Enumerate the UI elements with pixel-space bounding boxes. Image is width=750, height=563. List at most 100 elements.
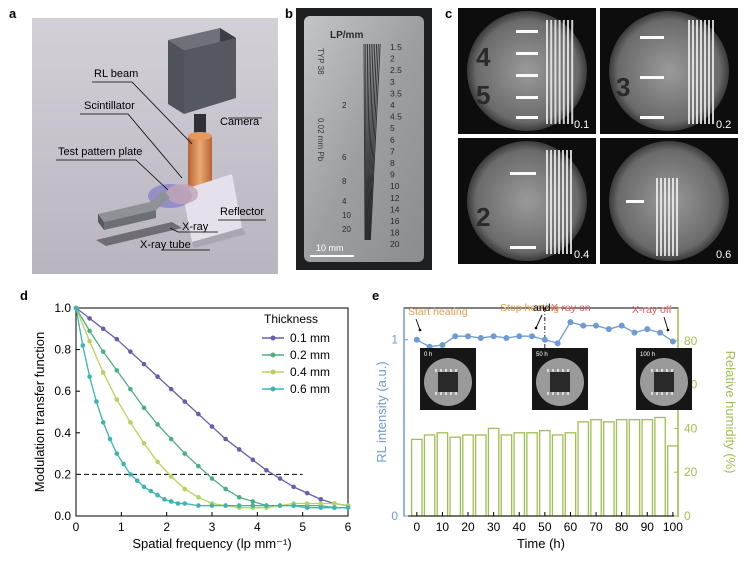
humidity-bar	[462, 434, 474, 517]
line-pair-bar	[368, 43, 378, 241]
data-point	[182, 486, 188, 492]
data-point	[304, 505, 310, 510]
data-point	[209, 424, 215, 429]
ruler-tick	[516, 96, 538, 99]
data-point	[318, 497, 324, 502]
inset-pin	[547, 369, 549, 372]
humidity-bar	[590, 419, 602, 517]
scale-number: 4.5	[390, 112, 402, 122]
x-axis-title: Time (h)	[517, 536, 565, 551]
humidity-bar	[474, 434, 487, 517]
right-tick-label: 0	[684, 509, 691, 523]
line-pair-stripe	[558, 150, 560, 254]
x-tick-label: 1	[118, 520, 125, 534]
label-xray-tube: X-ray tube	[140, 239, 191, 251]
inset-pin	[567, 369, 569, 372]
inset-pin	[666, 392, 668, 395]
camera-lens	[194, 114, 206, 138]
rl-data-point	[541, 336, 548, 343]
label-test-pattern-plate: Test pattern plate	[58, 146, 142, 158]
scale-number: 6	[390, 135, 395, 145]
humidity-bar	[577, 421, 590, 517]
humidity-bar	[538, 429, 551, 517]
inset-pin	[661, 392, 663, 395]
data-point	[141, 361, 147, 367]
inset-pin	[450, 369, 452, 372]
scale-number: 4	[342, 197, 347, 206]
xray-images-grid: 4 5 0.1 3 0.2 2 0.4 0.6	[458, 8, 742, 264]
legend-label: 0.6 mm	[290, 382, 330, 396]
inset-pin	[562, 392, 564, 395]
x-tick-label: 70	[589, 520, 603, 534]
scintillator-disk	[467, 141, 587, 261]
humidity-bar	[564, 432, 577, 517]
data-point	[100, 349, 106, 354]
inset-pin	[651, 369, 653, 372]
humidity-bar	[615, 419, 628, 517]
data-point	[141, 405, 147, 411]
ruler-tick	[510, 246, 536, 249]
humidity-bar	[487, 427, 500, 517]
line-pair-stripe	[558, 20, 561, 124]
data-point	[250, 503, 256, 508]
xray-image-tile: 0.6	[600, 138, 738, 264]
inset-pin	[656, 392, 658, 395]
x-tick-label: 100	[663, 520, 683, 534]
humidity-bar	[513, 432, 526, 517]
data-point	[87, 328, 92, 334]
line-pair-bar	[369, 43, 381, 241]
scale-number: 7	[390, 146, 395, 156]
data-point	[155, 459, 160, 465]
humidity-bar	[667, 445, 679, 517]
line-pair-stripe	[566, 150, 568, 254]
ruler-tick	[516, 74, 538, 77]
thickness-label: 0.6	[716, 249, 731, 261]
inset-time-label: 50 h	[536, 352, 548, 358]
data-point	[236, 494, 242, 500]
inset-pin	[435, 369, 437, 372]
data-point	[168, 499, 174, 504]
ruler-tick	[516, 116, 538, 119]
humidity-bar	[449, 436, 462, 517]
mtf-chart: 0 1 2 3 4 5 6 0.0 0.2 0.4 0.6 0.8 1.0 Spatial frequen…	[32, 301, 352, 551]
data-point	[114, 397, 120, 402]
panel-label-a: a	[9, 6, 17, 21]
x-tick-label: 10	[436, 520, 450, 534]
data-point	[87, 374, 92, 379]
inset-pin	[445, 369, 447, 372]
rl-data-point	[580, 322, 587, 329]
inset-pin	[656, 369, 658, 372]
inset-time-label: 0 h	[424, 352, 432, 358]
scale-number: 14	[390, 204, 400, 214]
data-point	[236, 503, 242, 508]
x-tick-label: 40	[513, 520, 527, 534]
data-point	[155, 422, 160, 427]
ruler-tick	[516, 52, 538, 55]
data-point	[304, 490, 310, 496]
rl-data-point	[631, 329, 638, 336]
inset-pin	[671, 392, 673, 395]
data-point	[250, 499, 256, 504]
humidity-bar	[551, 434, 564, 517]
data-point	[162, 497, 167, 502]
data-point	[277, 476, 283, 481]
x-tick-label: 5	[299, 520, 306, 534]
panel-label-d: d	[20, 288, 28, 303]
line-pair-bar	[366, 43, 372, 241]
data-point	[196, 494, 201, 500]
right-tick-label: 80	[684, 334, 698, 348]
scale-number: 10	[390, 181, 400, 191]
inset-chip	[438, 372, 458, 392]
scale-number: 4	[390, 100, 395, 110]
data-point	[128, 420, 133, 425]
data-point	[94, 399, 99, 404]
rl-data-point	[567, 319, 574, 326]
line-pair-stripe	[550, 150, 552, 254]
inset-pin	[562, 369, 564, 372]
line-pair-stripe	[708, 20, 710, 124]
xray-tube	[96, 190, 182, 246]
rl-data-point	[605, 326, 612, 333]
ruler-tick	[510, 172, 536, 175]
scale-number: 16	[390, 216, 400, 226]
